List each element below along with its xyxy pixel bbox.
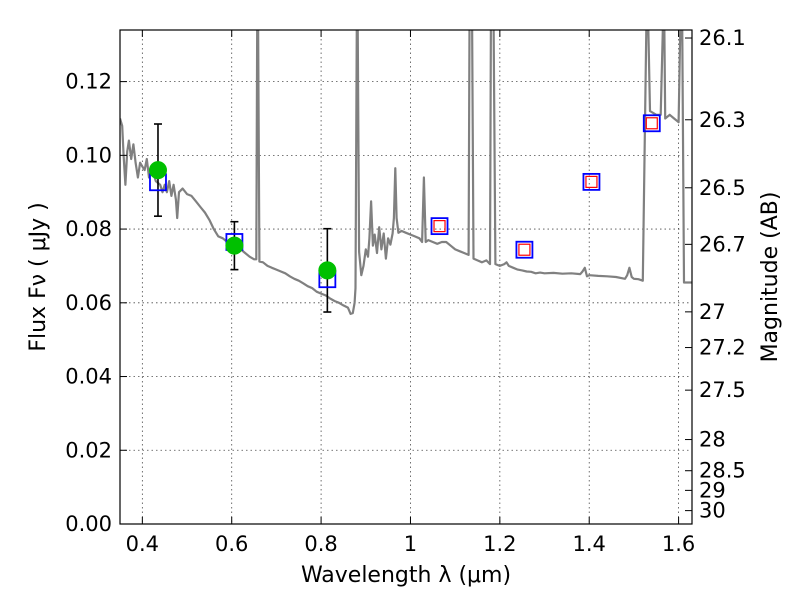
x-tick-label: 0.4 [126,532,159,556]
mag-tick-label: 26.5 [699,176,746,200]
model-square-red [518,243,531,256]
mag-tick-label: 27.5 [699,378,746,402]
model-square-blue [582,172,601,191]
x-axis-label-group: Wavelength λ (μm) [301,563,511,588]
mag-tick-label: 28 [699,428,726,452]
right-axis-label: Magnitude (AB) [758,192,783,363]
mag-tick-label: 26.7 [699,232,746,256]
mag-tick-label: 28.5 [699,459,746,483]
y-tick-label: 0.04 [65,365,112,389]
y-axis-label-group: Flux Fν ( μJy ) [26,202,51,351]
observed-point [225,236,244,255]
right-axis-label-group: Magnitude (AB) [758,192,783,363]
mag-tick-label: 27.2 [699,336,746,360]
ticks: 0.4 0.6 0.8 1 1.2 1.4 1.6 0.00 0.02 0.04 0.06 0.08 0… [65,26,746,556]
mag-tick-label: 27 [699,300,726,324]
y-tick-label: 0.00 [65,512,112,536]
model-square-red [585,175,598,188]
observed-point [148,161,167,180]
observed-point [318,261,337,280]
sed-model-line [120,30,692,315]
data-layer [120,30,692,315]
y-tick-label: 0.12 [65,70,112,94]
x-tick-label: 0.6 [215,532,248,556]
model-square-blue [515,240,534,259]
x-axis-label: Wavelength λ (μm) [301,563,511,588]
mag-tick-label: 26.3 [699,108,746,132]
y-tick-label: 0.10 [65,143,112,167]
mag-tick-label: 30 [699,499,726,523]
plot-frame [119,29,693,525]
model-square-red [645,117,658,130]
model-square-red [433,220,446,233]
y-tick-label: 0.02 [65,438,112,462]
x-tick-label: 1.2 [483,532,516,556]
x-tick-label: 1.4 [573,532,606,556]
x-tick-label: 0.8 [304,532,337,556]
y-tick-label: 0.08 [65,217,112,241]
y-tick-label: 0.06 [65,291,112,315]
mag-tick-label: 29 [699,478,726,502]
mag-tick-label: 26.1 [699,26,746,50]
model-square-blue [430,217,449,236]
model-square-blue [642,114,661,133]
x-tick-label: 1 [404,532,417,556]
x-tick-label: 1.6 [662,532,695,556]
y-axis-label: Flux Fν ( μJy ) [26,202,51,351]
